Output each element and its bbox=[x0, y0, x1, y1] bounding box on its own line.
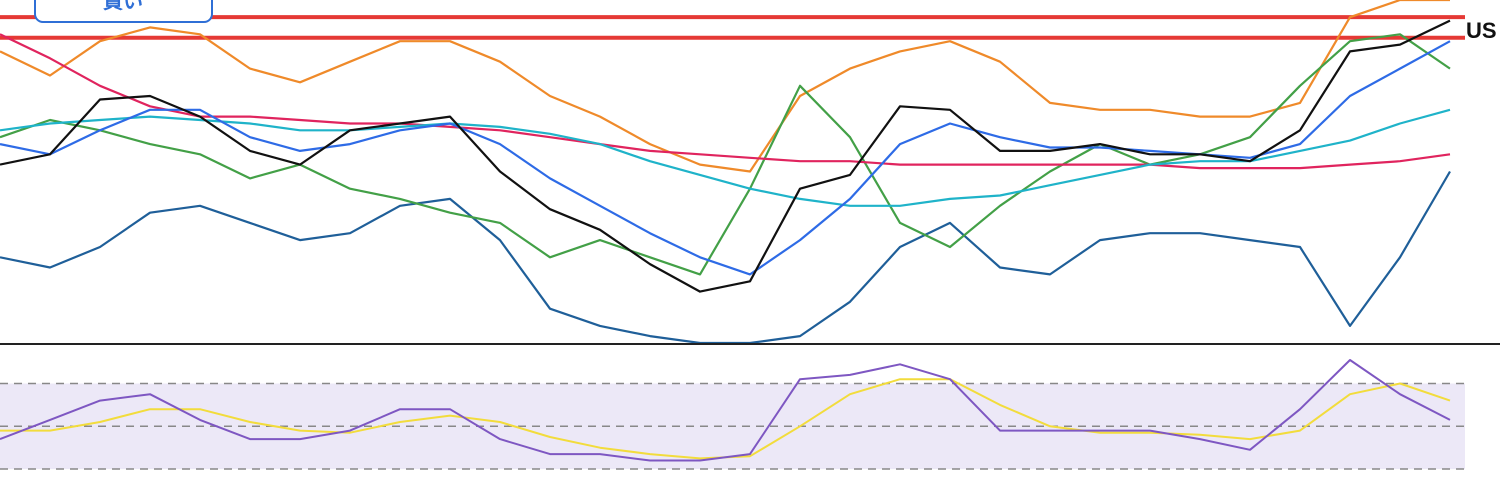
price-label: US bbox=[1466, 18, 1497, 43]
series-line bbox=[0, 33, 1451, 170]
series-line bbox=[0, 0, 1450, 173]
series-line bbox=[0, 19, 1451, 293]
series-line bbox=[0, 108, 1451, 207]
series-line bbox=[0, 359, 1451, 462]
rsi-panel bbox=[0, 359, 1465, 470]
buy-button-label[interactable]: 買い bbox=[103, 0, 143, 13]
series-line bbox=[0, 33, 1451, 276]
series-line bbox=[0, 170, 1451, 343]
price-panel bbox=[0, 0, 1465, 343]
buy-button[interactable] bbox=[34, 0, 213, 23]
